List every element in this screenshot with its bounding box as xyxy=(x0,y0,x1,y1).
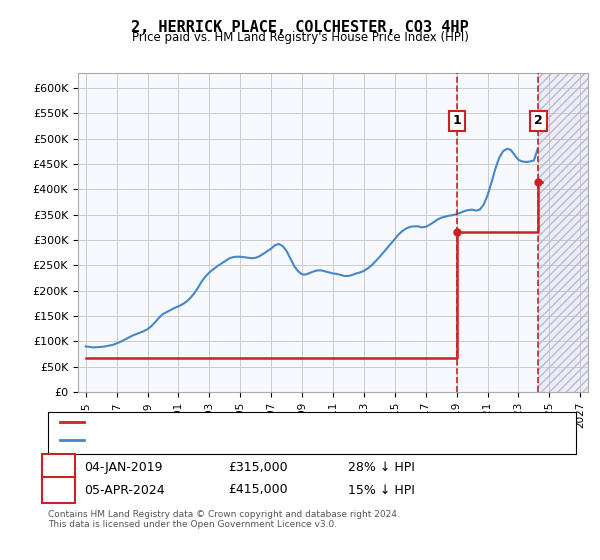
Text: 2, HERRICK PLACE, COLCHESTER, CO3 4HP: 2, HERRICK PLACE, COLCHESTER, CO3 4HP xyxy=(131,20,469,35)
Bar xyxy=(538,73,588,392)
Text: 2: 2 xyxy=(54,483,62,497)
Text: Price paid vs. HM Land Registry's House Price Index (HPI): Price paid vs. HM Land Registry's House … xyxy=(131,31,469,44)
Text: 1: 1 xyxy=(452,114,461,128)
Text: 28% ↓ HPI: 28% ↓ HPI xyxy=(348,461,415,474)
Text: 2: 2 xyxy=(534,114,543,128)
Text: 1: 1 xyxy=(54,461,62,474)
Text: 2, HERRICK PLACE, COLCHESTER, CO3 4HP (detached house): 2, HERRICK PLACE, COLCHESTER, CO3 4HP (d… xyxy=(90,417,432,427)
Text: 05-APR-2024: 05-APR-2024 xyxy=(84,483,164,497)
Text: 04-JAN-2019: 04-JAN-2019 xyxy=(84,461,163,474)
Text: HPI: Average price, detached house, Colchester: HPI: Average price, detached house, Colc… xyxy=(90,435,356,445)
Text: £415,000: £415,000 xyxy=(228,483,287,497)
Text: 15% ↓ HPI: 15% ↓ HPI xyxy=(348,483,415,497)
Bar xyxy=(538,73,588,392)
Text: £315,000: £315,000 xyxy=(228,461,287,474)
Text: Contains HM Land Registry data © Crown copyright and database right 2024.
This d: Contains HM Land Registry data © Crown c… xyxy=(48,510,400,529)
